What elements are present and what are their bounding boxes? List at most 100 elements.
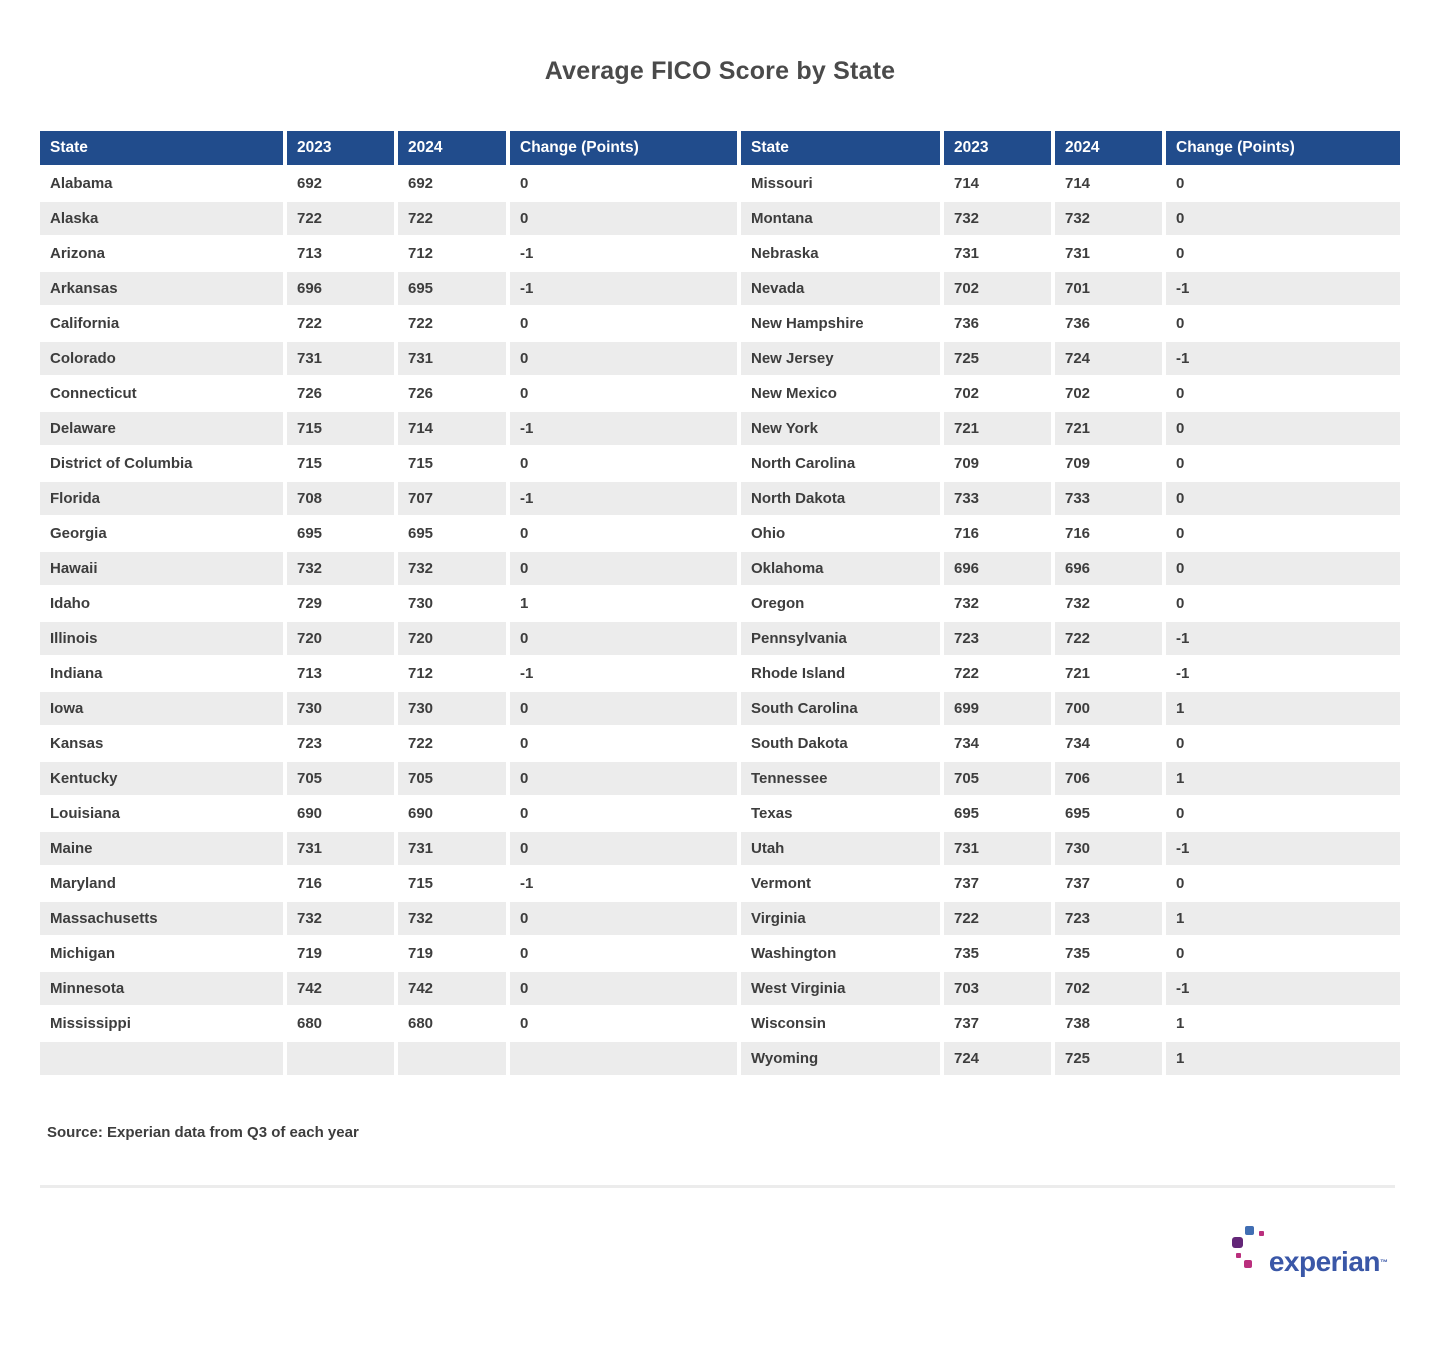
value-cell — [510, 1042, 737, 1075]
value-cell: 0 — [510, 762, 737, 795]
value-cell: 0 — [510, 727, 737, 760]
state-cell: Wisconsin — [741, 1007, 940, 1040]
value-cell: 731 — [287, 832, 394, 865]
value-cell: 735 — [1055, 937, 1162, 970]
experian-mark-icon — [1231, 1226, 1266, 1272]
value-cell: 715 — [287, 412, 394, 445]
logo-square-magenta-medium — [1243, 1260, 1252, 1268]
state-cell: Texas — [741, 797, 940, 830]
column-header: Change (Points) — [510, 131, 737, 165]
value-cell: 714 — [1055, 167, 1162, 200]
state-cell: Mississippi — [40, 1007, 283, 1040]
state-cell: Colorado — [40, 342, 283, 375]
value-cell: 702 — [1055, 377, 1162, 410]
value-cell: 732 — [1055, 202, 1162, 235]
value-cell: 734 — [1055, 727, 1162, 760]
value-cell: 719 — [398, 937, 506, 970]
logo-square-blue — [1244, 1226, 1254, 1235]
value-cell: 731 — [944, 832, 1051, 865]
value-cell: 731 — [287, 342, 394, 375]
value-cell: 715 — [398, 867, 506, 900]
value-cell: 714 — [944, 167, 1051, 200]
state-cell: New York — [741, 412, 940, 445]
column-header: 2024 — [1055, 131, 1162, 165]
value-cell: 712 — [398, 237, 506, 270]
value-cell: 695 — [944, 797, 1051, 830]
value-cell: 722 — [944, 902, 1051, 935]
value-cell: -1 — [1166, 832, 1400, 865]
state-cell: Wyoming — [741, 1042, 940, 1075]
value-cell: 725 — [944, 342, 1051, 375]
value-cell: 680 — [287, 1007, 394, 1040]
value-cell: 716 — [1055, 517, 1162, 550]
value-cell: 0 — [510, 797, 737, 830]
value-cell: 712 — [398, 657, 506, 690]
value-cell: 713 — [287, 657, 394, 690]
value-cell: 737 — [1055, 867, 1162, 900]
state-cell: Massachusetts — [40, 902, 283, 935]
state-cell: New Hampshire — [741, 307, 940, 340]
value-cell: -1 — [1166, 972, 1400, 1005]
state-cell: Missouri — [741, 167, 940, 200]
value-cell: 0 — [510, 622, 737, 655]
source-note: Source: Experian data from Q3 of each ye… — [47, 1124, 359, 1141]
state-cell: Montana — [741, 202, 940, 235]
column-header: 2023 — [944, 131, 1051, 165]
value-cell: 696 — [944, 552, 1051, 585]
value-cell: -1 — [510, 482, 737, 515]
state-cell: Arizona — [40, 237, 283, 270]
value-cell: 734 — [944, 727, 1051, 760]
state-cell: Idaho — [40, 587, 283, 620]
state-cell: Alaska — [40, 202, 283, 235]
state-cell: Ohio — [741, 517, 940, 550]
state-cell: New Mexico — [741, 377, 940, 410]
value-cell: 707 — [398, 482, 506, 515]
value-cell: 695 — [1055, 797, 1162, 830]
value-cell: -1 — [1166, 272, 1400, 305]
value-cell: 732 — [944, 587, 1051, 620]
value-cell: 722 — [1055, 622, 1162, 655]
value-cell: 0 — [1166, 937, 1400, 970]
state-cell: Nebraska — [741, 237, 940, 270]
value-cell: 733 — [1055, 482, 1162, 515]
value-cell: 0 — [510, 1007, 737, 1040]
state-cell: North Carolina — [741, 447, 940, 480]
column-header: State — [741, 131, 940, 165]
value-cell: 725 — [1055, 1042, 1162, 1075]
value-cell: 722 — [398, 307, 506, 340]
state-cell: Minnesota — [40, 972, 283, 1005]
value-cell: 0 — [1166, 412, 1400, 445]
state-cell: Utah — [741, 832, 940, 865]
value-cell: 732 — [398, 552, 506, 585]
value-cell: 695 — [398, 272, 506, 305]
value-cell: 0 — [510, 517, 737, 550]
state-cell: North Dakota — [741, 482, 940, 515]
value-cell: 714 — [398, 412, 506, 445]
value-cell: 721 — [1055, 657, 1162, 690]
value-cell: 737 — [944, 867, 1051, 900]
state-cell: District of Columbia — [40, 447, 283, 480]
value-cell: 0 — [510, 972, 737, 1005]
value-cell: 708 — [287, 482, 394, 515]
state-cell: Michigan — [40, 937, 283, 970]
state-cell: Iowa — [40, 692, 283, 725]
value-cell: 0 — [510, 307, 737, 340]
state-cell: South Carolina — [741, 692, 940, 725]
value-cell: 695 — [287, 517, 394, 550]
value-cell: 731 — [398, 342, 506, 375]
value-cell: 702 — [1055, 972, 1162, 1005]
value-cell: 721 — [944, 412, 1051, 445]
state-cell: Tennessee — [741, 762, 940, 795]
value-cell: 0 — [1166, 797, 1400, 830]
value-cell: 0 — [1166, 307, 1400, 340]
experian-logo: experian™ — [0, 1220, 1388, 1276]
state-cell: Pennsylvania — [741, 622, 940, 655]
value-cell: -1 — [1166, 622, 1400, 655]
state-cell: Nevada — [741, 272, 940, 305]
value-cell: 722 — [287, 202, 394, 235]
value-cell: 732 — [287, 902, 394, 935]
value-cell: 1 — [1166, 692, 1400, 725]
state-cell — [40, 1042, 283, 1075]
value-cell: 730 — [287, 692, 394, 725]
logo-square-magenta-small-top — [1258, 1231, 1264, 1236]
